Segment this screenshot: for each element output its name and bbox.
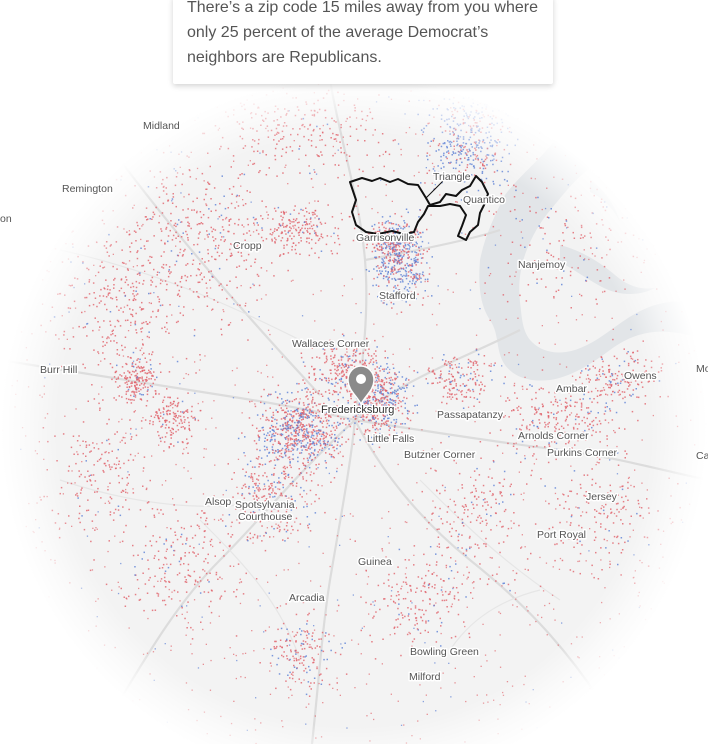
label-midland: Midland [143,120,180,132]
label-nanjemoy: Nanjemoy [518,259,566,271]
label-purkins-corner: Purkins Corner [547,447,618,459]
label-alsop: Alsop [205,496,231,508]
label-bowling-green: Bowling Green [410,646,479,658]
label-fredericksburg: Fredericksburg [321,404,394,416]
label-port-royal: Port Royal [537,529,586,541]
label-spotsylvania: Spotsylvania [235,499,295,511]
label-passapatanzy: Passapatanzy [437,409,504,421]
label-quantico: Quantico [463,194,505,206]
place-labels: Midland Remington on Triangle Quantico C… [0,119,708,685]
label-wallaces-corner: Wallaces Corner [292,338,370,350]
label-edge-ca: Ca [696,450,708,462]
label-milford: Milford [409,671,441,683]
label-jersey: Jersey [586,491,618,503]
label-burr-hill: Burr Hill [40,364,77,376]
label-courthouse: Courthouse [238,511,292,523]
label-stafford: Stafford [379,290,416,302]
label-little-falls: Little Falls [367,433,414,445]
label-guinea: Guinea [358,556,392,568]
label-arcadia: Arcadia [289,592,325,604]
label-butzner-corner: Butzner Corner [404,449,476,461]
label-arnolds-corner: Arnolds Corner [518,430,589,442]
label-edge-mo: Mo [696,363,708,375]
label-cropp: Cropp [233,240,262,252]
label-owens: Owens [624,370,657,382]
label-triangle: Triangle [433,171,471,183]
label-remington: Remington [62,183,113,195]
info-callout-card: There’s a zip code 15 miles away from yo… [173,0,553,84]
label-garrisonville: Garrisonville [356,232,415,244]
callout-text: There’s a zip code 15 miles away from yo… [187,0,538,66]
label-ambar: Ambar [556,383,587,395]
location-pin-icon[interactable] [347,365,375,406]
label-edge-on: on [0,213,12,225]
